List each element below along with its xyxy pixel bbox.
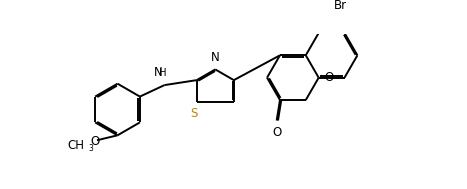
Text: O: O — [272, 126, 281, 139]
Text: Br: Br — [333, 0, 347, 12]
Text: N: N — [211, 51, 219, 64]
Text: O: O — [325, 71, 333, 84]
Text: H: H — [159, 68, 167, 78]
Text: N: N — [154, 66, 163, 79]
Text: O: O — [90, 135, 99, 148]
Text: 3: 3 — [88, 144, 93, 153]
Text: S: S — [190, 107, 197, 120]
Text: CH: CH — [67, 139, 84, 152]
